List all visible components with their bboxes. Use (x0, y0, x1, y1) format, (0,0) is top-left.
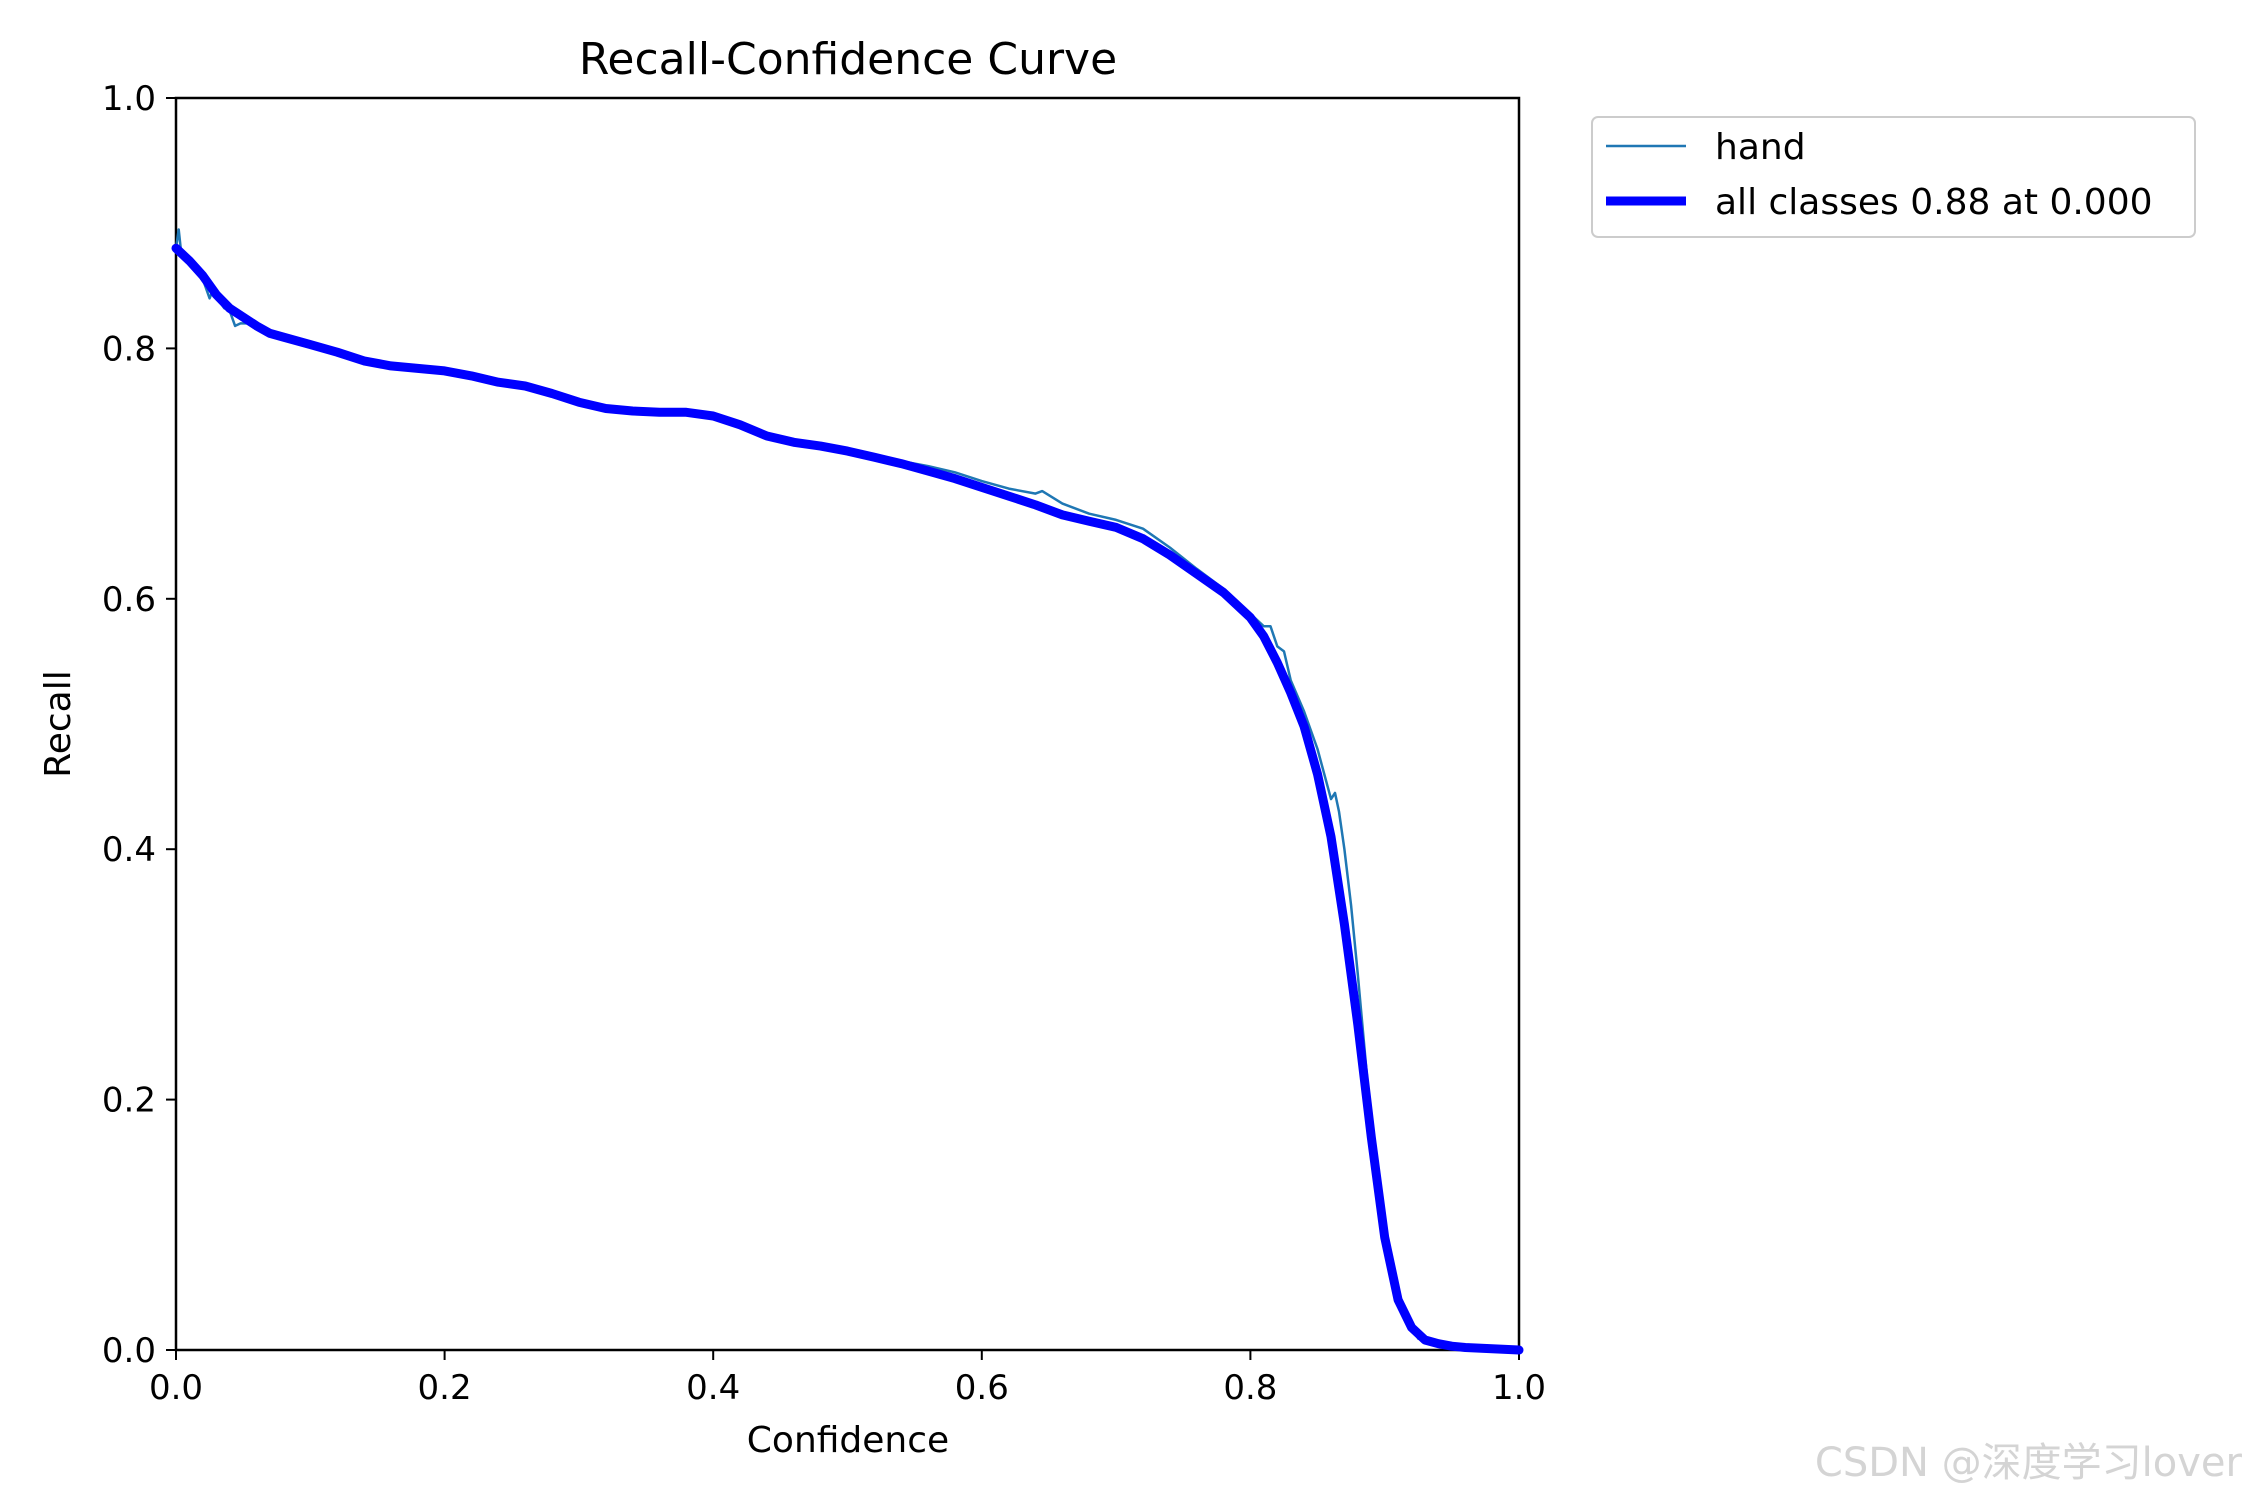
y-tick-label: 0.4 (102, 830, 156, 870)
y-tick-label: 0.8 (102, 329, 156, 369)
plot-area (174, 96, 1521, 1352)
y-tick-label: 0.6 (102, 580, 156, 620)
watermark-text: CSDN @深度学习lover (1814, 1440, 2242, 1486)
x-tick-label: 0.2 (418, 1368, 472, 1408)
x-tick-label: 0.8 (1223, 1368, 1277, 1408)
y-tick-label: 0.0 (102, 1331, 156, 1371)
series-line-all-classes (171, 243, 1524, 1355)
x-axis-label: Confidence (747, 1420, 949, 1461)
y-axis-label: Recall (38, 670, 79, 777)
x-tick-label: 1.0 (1492, 1368, 1546, 1408)
y-axis-ticks: 0.0 0.2 0.4 0.6 0.8 1.0 (102, 79, 176, 1371)
y-tick-label: 0.2 (102, 1081, 156, 1121)
chart-title: Recall-Confidence Curve (579, 34, 1117, 85)
x-tick-label: 0.4 (686, 1368, 740, 1408)
x-tick-label: 0.6 (955, 1368, 1009, 1408)
x-tick-label: 0.0 (149, 1368, 203, 1408)
x-axis-ticks: 0.0 0.2 0.4 0.6 0.8 1.0 (149, 1350, 1546, 1408)
legend: hand all classes 0.88 at 0.000 (1591, 116, 2196, 238)
y-tick-label: 1.0 (102, 79, 156, 119)
plot-frame (174, 96, 1521, 1352)
legend-frame (1591, 116, 2196, 238)
series-layer (171, 228, 1524, 1355)
legend-label-hand: hand (1715, 127, 1806, 168)
legend-label-all-classes: all classes 0.88 at 0.000 (1715, 182, 2153, 223)
